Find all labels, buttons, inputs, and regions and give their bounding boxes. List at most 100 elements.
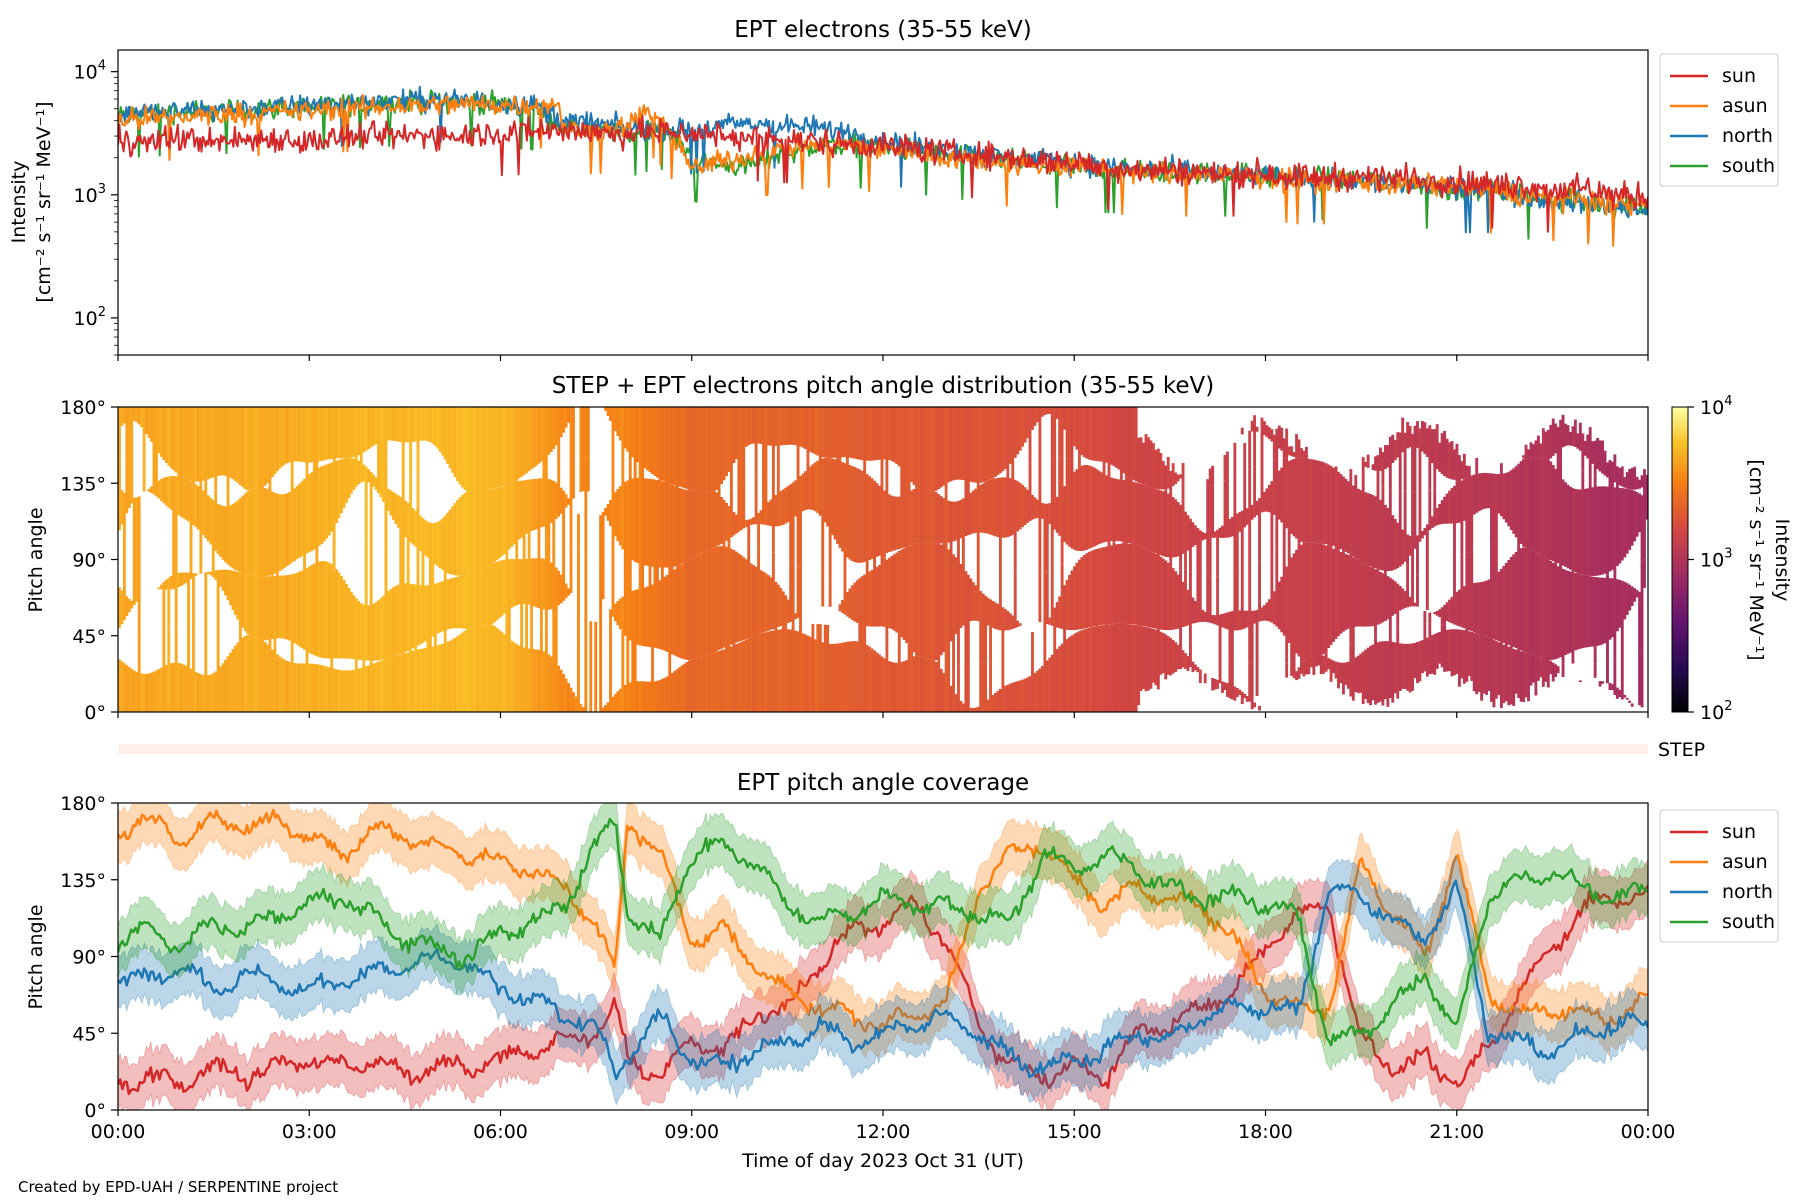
heatmap-cell xyxy=(1571,571,1575,664)
heatmap-cell xyxy=(1238,512,1242,532)
heatmap-cell xyxy=(271,407,274,478)
heatmap-cell xyxy=(641,576,645,646)
heatmap-cell xyxy=(1344,662,1348,685)
heatmap-cell xyxy=(821,575,825,607)
heatmap-cell xyxy=(446,579,450,630)
heatmap-cell xyxy=(1159,631,1163,675)
heatmap-cell xyxy=(1512,554,1516,647)
heatmap-cell xyxy=(547,542,551,610)
heatmap-cell xyxy=(243,493,247,575)
heatmap-cell xyxy=(981,593,985,664)
heatmap-cell xyxy=(636,681,640,712)
heatmap-cell xyxy=(174,543,178,626)
panel1-frame xyxy=(117,49,1649,356)
heatmap-cell xyxy=(1591,487,1595,576)
heatmap-cell xyxy=(1381,486,1385,571)
heatmap-cell xyxy=(364,407,368,451)
heatmap-cell xyxy=(271,491,274,576)
colorbar-label-text: Intensity xyxy=(1771,519,1793,602)
heatmap-cell xyxy=(1507,560,1511,645)
heatmap-cell xyxy=(443,515,447,576)
heatmap-cell xyxy=(811,464,815,510)
heatmap-cell xyxy=(1058,407,1062,458)
heatmap-cell xyxy=(609,609,612,656)
heatmap-cell xyxy=(1181,491,1185,554)
heatmap-cell xyxy=(1529,442,1533,458)
heatmap-cell xyxy=(231,570,235,611)
heatmap-cell xyxy=(300,407,304,462)
heatmap-cell xyxy=(1475,457,1479,474)
heatmap-cell xyxy=(1226,612,1229,630)
heatmap-cell xyxy=(1356,488,1360,560)
heatmap-cell xyxy=(1606,661,1609,684)
heatmap-cell xyxy=(989,662,992,712)
heatmap-cell xyxy=(1477,634,1481,692)
heatmap-cell xyxy=(478,407,482,492)
heatmap-cell xyxy=(828,576,832,607)
heatmap-cell xyxy=(495,407,499,488)
heatmap-cell xyxy=(616,489,620,542)
heatmap-cell xyxy=(954,557,958,635)
heatmap-cell xyxy=(966,664,970,712)
heatmap-cell xyxy=(152,671,156,712)
heatmap-cell xyxy=(986,597,990,626)
heatmap-cell xyxy=(688,560,691,661)
heatmap-cell xyxy=(769,631,773,712)
heatmap-cell xyxy=(438,644,442,712)
heatmap-cell xyxy=(409,583,413,651)
heatmap-cell xyxy=(159,479,163,501)
heatmap-cell xyxy=(1114,478,1118,541)
heatmap-cell xyxy=(1255,500,1259,516)
heatmap-cell xyxy=(831,644,835,712)
heatmap-cell xyxy=(357,601,361,660)
heatmap-cell xyxy=(604,705,608,712)
heatmap-cell xyxy=(261,576,264,641)
heatmap-cell xyxy=(949,407,953,482)
heatmap-cell xyxy=(1480,473,1484,510)
heatmap-cell xyxy=(1087,407,1091,460)
heatmap-cell xyxy=(211,673,215,712)
heatmap-cell xyxy=(1309,459,1313,543)
heatmap-cell xyxy=(858,578,862,633)
heatmap-cell xyxy=(1492,640,1496,708)
heatmap-cell xyxy=(1147,627,1150,691)
heatmap-cell xyxy=(303,562,306,650)
heatmap-cell xyxy=(1203,611,1207,622)
heatmap-cell xyxy=(971,490,975,534)
heatmap-cell xyxy=(1280,427,1284,451)
heatmap-cell xyxy=(764,407,768,475)
heatmap-cell xyxy=(495,561,499,621)
heatmap-cell xyxy=(636,407,640,463)
heatmap-cell xyxy=(885,476,889,553)
heatmap-cell xyxy=(1630,468,1634,490)
heatmap-cell xyxy=(668,663,672,712)
heatmap-cell xyxy=(774,495,778,527)
heatmap-cell xyxy=(653,407,657,476)
heatmap-cell xyxy=(912,544,916,653)
heatmap-cell xyxy=(391,492,395,520)
heatmap-cell xyxy=(465,407,469,492)
heatmap-cell xyxy=(683,663,686,712)
heatmap-cell xyxy=(1571,488,1575,572)
heatmap-cell xyxy=(1381,452,1385,487)
heatmap-cell xyxy=(359,407,363,459)
heatmap-cell xyxy=(1532,457,1535,552)
heatmap-cell xyxy=(414,407,417,442)
heatmap-cell xyxy=(438,520,442,569)
heatmap-cell xyxy=(767,502,770,526)
heatmap-cell xyxy=(1327,658,1331,670)
heatmap-cell xyxy=(1087,551,1091,628)
heatmap-cell xyxy=(493,407,496,489)
heatmap-cell xyxy=(1263,421,1266,436)
heatmap-cell xyxy=(1386,576,1390,620)
heatmap-cell xyxy=(845,460,849,558)
heatmap-cell xyxy=(670,673,674,712)
heatmap-cell xyxy=(1534,457,1538,553)
heatmap-cell xyxy=(428,642,432,712)
heatmap-cell xyxy=(757,407,761,444)
heatmap-cell xyxy=(1186,656,1190,672)
heatmap-cell xyxy=(964,571,968,665)
heatmap-cell xyxy=(315,664,319,712)
heatmap-cell xyxy=(633,590,637,663)
heatmap-cell xyxy=(1196,573,1200,623)
